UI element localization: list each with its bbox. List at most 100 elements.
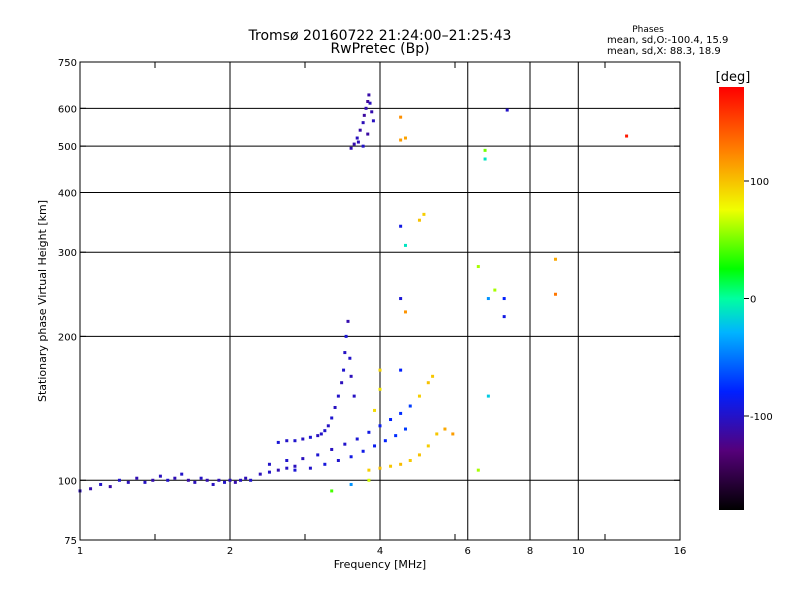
axis-ticks bbox=[79, 61, 681, 541]
x-tick-label: 8 bbox=[527, 546, 533, 557]
data-point bbox=[323, 462, 327, 466]
data-point bbox=[205, 478, 209, 482]
data-point bbox=[361, 144, 365, 148]
data-point bbox=[158, 474, 162, 478]
colorbar-ticks: 100 0 -100 bbox=[744, 177, 773, 423]
data-point bbox=[355, 437, 359, 441]
data-point bbox=[326, 424, 330, 428]
x-tick-label: 4 bbox=[377, 546, 383, 557]
data-point bbox=[403, 310, 407, 314]
data-point bbox=[476, 468, 480, 472]
data-point bbox=[399, 138, 403, 142]
data-point bbox=[186, 478, 190, 482]
data-point bbox=[486, 394, 490, 398]
data-point bbox=[493, 288, 497, 292]
data-point bbox=[244, 476, 248, 480]
data-point bbox=[362, 113, 366, 117]
data-point bbox=[367, 430, 371, 434]
data-point bbox=[267, 470, 271, 474]
data-point bbox=[276, 468, 280, 472]
data-point bbox=[368, 101, 372, 105]
data-point bbox=[502, 315, 506, 319]
data-point bbox=[319, 432, 323, 436]
colorbar-label: [deg] bbox=[716, 70, 751, 85]
data-point bbox=[486, 297, 490, 301]
phases-legend-o: mean, sd,O:-100.4, 15.9 bbox=[607, 35, 728, 46]
data-point bbox=[399, 115, 403, 119]
data-point bbox=[228, 478, 232, 482]
colorbar bbox=[719, 87, 744, 510]
y-tick-label: 200 bbox=[58, 332, 77, 343]
data-point bbox=[389, 418, 393, 422]
data-point bbox=[349, 455, 353, 459]
data-point bbox=[249, 478, 253, 482]
data-point bbox=[371, 119, 375, 123]
data-point bbox=[361, 449, 365, 453]
data-point bbox=[342, 368, 346, 372]
data-points bbox=[78, 93, 629, 493]
data-point bbox=[211, 482, 215, 486]
data-point bbox=[399, 224, 403, 228]
data-point bbox=[336, 458, 340, 462]
data-point bbox=[399, 297, 403, 301]
data-point bbox=[383, 439, 387, 443]
y-tick-label: 600 bbox=[58, 104, 77, 115]
x-tick-label: 6 bbox=[465, 546, 471, 557]
chart-title-line1: Tromsø 20160722 21:24:00–21:25:43 bbox=[248, 28, 512, 44]
data-point bbox=[367, 468, 371, 472]
data-point bbox=[367, 93, 371, 97]
phases-legend-x: mean, sd,X: 88.3, 18.9 bbox=[607, 46, 721, 57]
y-tick-label: 500 bbox=[58, 142, 77, 153]
data-point bbox=[199, 476, 203, 480]
data-point bbox=[217, 478, 221, 482]
data-point bbox=[285, 458, 289, 462]
data-point bbox=[308, 466, 312, 470]
data-point bbox=[361, 121, 365, 125]
data-point bbox=[343, 442, 347, 446]
data-point bbox=[344, 334, 348, 338]
data-point bbox=[308, 435, 312, 439]
data-point bbox=[346, 319, 350, 323]
data-point bbox=[258, 472, 262, 476]
data-point bbox=[233, 480, 237, 484]
data-point bbox=[378, 387, 382, 391]
data-point bbox=[502, 297, 506, 301]
data-point bbox=[223, 480, 227, 484]
data-point bbox=[349, 374, 353, 378]
data-point bbox=[135, 476, 139, 480]
data-point bbox=[399, 462, 403, 466]
data-point bbox=[364, 106, 368, 110]
data-point bbox=[108, 485, 112, 489]
data-point bbox=[267, 462, 271, 466]
data-point bbox=[451, 432, 455, 436]
data-point bbox=[370, 110, 374, 114]
data-point bbox=[358, 128, 362, 132]
data-point bbox=[426, 444, 430, 448]
data-point bbox=[378, 466, 382, 470]
data-point bbox=[505, 108, 509, 112]
data-point bbox=[99, 482, 103, 486]
phases-legend-title: Phases bbox=[632, 25, 664, 35]
data-point bbox=[553, 292, 557, 296]
data-point bbox=[173, 476, 177, 480]
x-axis-label: Frequency [MHz] bbox=[334, 558, 426, 571]
y-tick-label: 300 bbox=[58, 248, 77, 259]
data-point bbox=[126, 480, 130, 484]
data-point bbox=[352, 394, 356, 398]
data-point bbox=[180, 472, 184, 476]
grid-lines bbox=[80, 62, 680, 540]
data-point bbox=[443, 427, 447, 431]
data-point bbox=[285, 466, 289, 470]
data-point bbox=[193, 480, 197, 484]
data-point bbox=[143, 480, 147, 484]
y-tick-label: 750 bbox=[58, 58, 77, 69]
data-point bbox=[166, 478, 170, 482]
data-point bbox=[373, 444, 377, 448]
data-point bbox=[316, 434, 320, 438]
x-tick-label: 16 bbox=[674, 546, 687, 557]
data-point bbox=[403, 136, 407, 140]
data-point bbox=[117, 478, 121, 482]
data-point bbox=[373, 408, 377, 412]
data-point bbox=[301, 437, 305, 441]
